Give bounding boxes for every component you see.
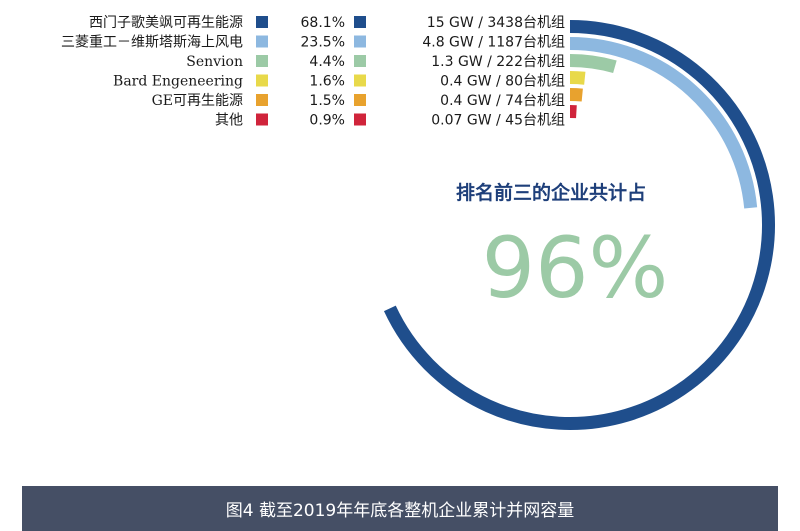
legend-capacity: 15 GW / 3438台机组 (427, 15, 565, 31)
highlight-value: 96% (482, 219, 669, 317)
legend-capacity: 1.3 GW / 222台机组 (431, 54, 565, 70)
caption-bar: 图4 截至2019年年底各整机企业累计并网容量 (22, 486, 778, 531)
legend-swatch (256, 94, 268, 106)
radial-bar (569, 54, 617, 74)
radial-bar (569, 70, 586, 85)
radial-bar (569, 37, 758, 209)
legend-percent: 1.5% (309, 93, 345, 109)
legend-capacity: 0.07 GW / 45台机组 (431, 113, 565, 129)
legend-swatch (354, 94, 366, 106)
legend-percent: 4.4% (309, 54, 345, 70)
headline: 排名前三的企业共计占 (456, 181, 646, 204)
legend-swatch (354, 74, 366, 87)
legend-swatch (256, 74, 268, 87)
legend-swatch (256, 55, 268, 67)
legend-swatch (354, 113, 366, 126)
legend-percent: 0.9% (309, 113, 345, 129)
legend-name: 其他 (215, 113, 243, 129)
legend-name: GE可再生能源 (152, 93, 243, 109)
legend-name: 三菱重工－维斯塔斯海上风电 (61, 35, 243, 51)
legend-percent: 68.1% (301, 15, 345, 31)
legend-swatch (354, 16, 366, 28)
legend-swatch (354, 55, 366, 67)
legend-name: Senvion (186, 54, 243, 70)
legend-swatch (256, 16, 268, 28)
legend-name: Bard Engeneering (113, 74, 243, 90)
radial-bar (383, 20, 775, 430)
legend: 西门子歌美飒可再生能源 68.1% 15 GW / 3438台机组三菱重工－维斯塔斯… (61, 15, 565, 129)
legend-name: 西门子歌美飒可再生能源 (89, 15, 243, 31)
legend-swatch (256, 35, 268, 48)
legend-percent: 23.5% (301, 35, 345, 51)
legend-percent: 1.6% (309, 74, 345, 90)
radial-bar (569, 88, 583, 102)
legend-swatch (256, 113, 268, 126)
legend-capacity: 0.4 GW / 80台机组 (440, 74, 565, 90)
radial-bars (383, 20, 775, 430)
figure-caption: 图4 截至2019年年底各整机企业累计并网容量 (225, 501, 575, 521)
legend-swatch (354, 35, 366, 48)
legend-capacity: 0.4 GW / 74台机组 (440, 93, 565, 109)
legend-capacity: 4.8 GW / 1187台机组 (422, 35, 565, 51)
